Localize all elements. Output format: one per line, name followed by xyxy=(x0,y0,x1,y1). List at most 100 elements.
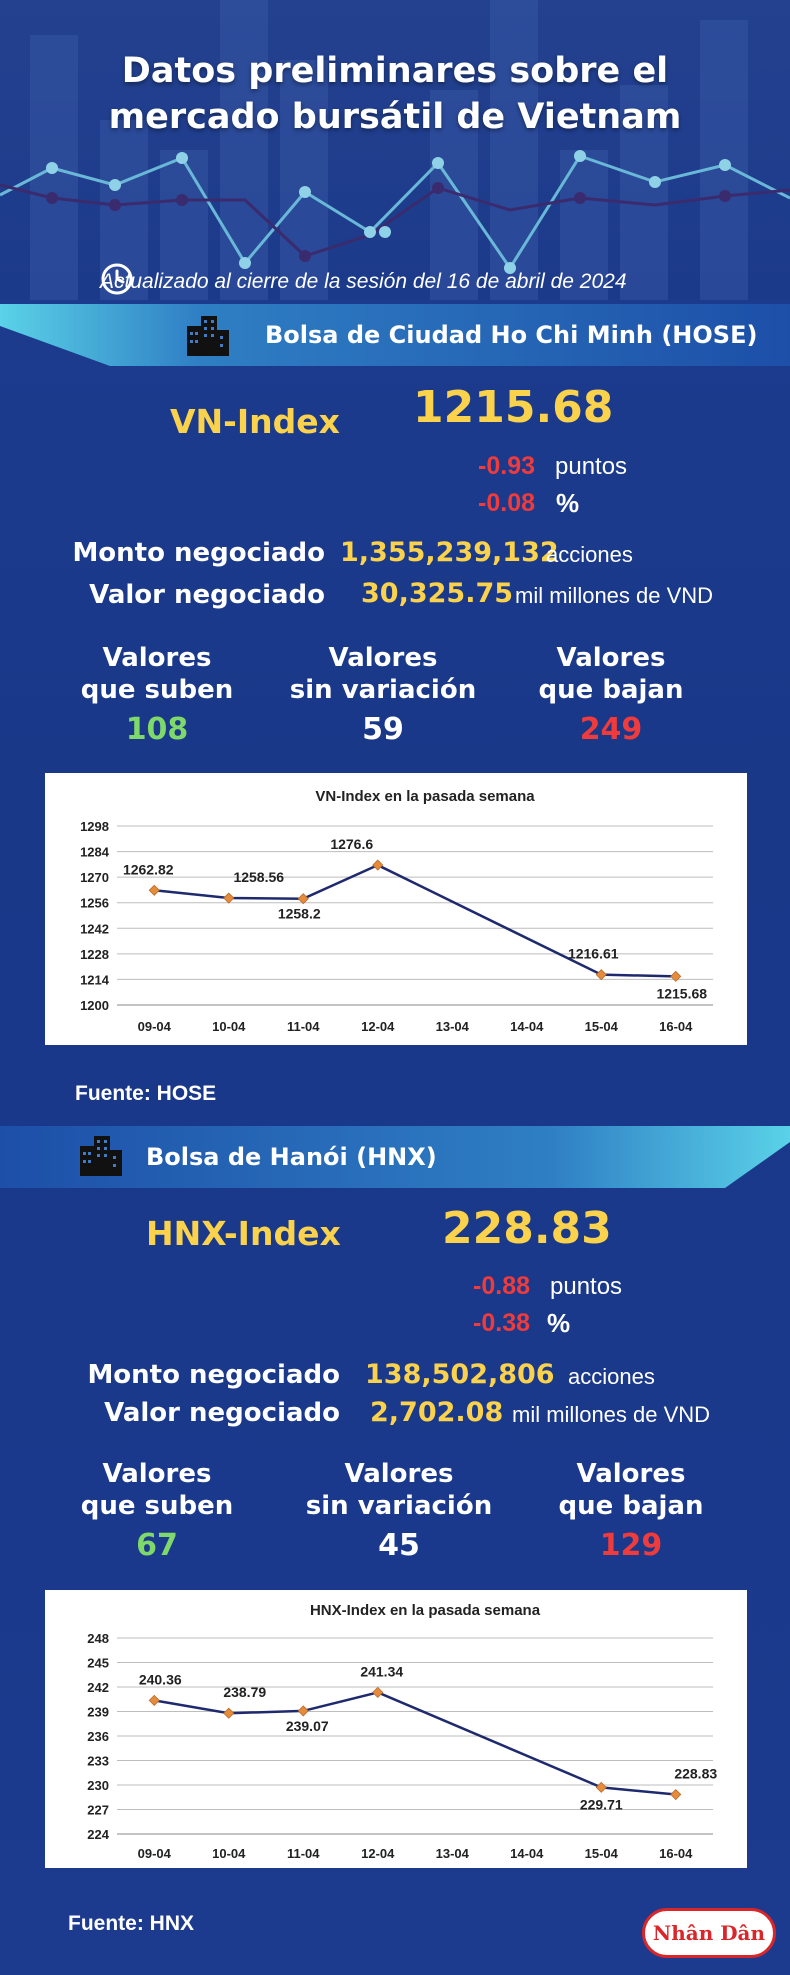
hnx-unchanged: Valores sin variación 45 xyxy=(284,1458,514,1562)
hose-unchanged-count: 59 xyxy=(362,712,404,747)
hnx-y-tick-label: 230 xyxy=(87,1778,109,1793)
hnx-volume-unit: acciones xyxy=(568,1364,655,1389)
hnx-y-tick-label: 239 xyxy=(87,1705,109,1720)
vn-points-unit: puntos xyxy=(555,453,628,480)
hnx-x-tick-label: 16-04 xyxy=(659,1846,693,1861)
hnx-advancers-count: 67 xyxy=(136,1528,178,1563)
vn-index-value: 1215.68 xyxy=(413,382,614,433)
hnx-banner-shape xyxy=(0,1126,790,1188)
vn-data-point xyxy=(223,892,235,904)
hnx-series-line xyxy=(154,1691,676,1796)
logo-text: Nhân Dân xyxy=(652,1921,766,1945)
vn-y-tick-label: 1256 xyxy=(80,896,109,911)
hnx-y-tick-label: 224 xyxy=(87,1827,109,1842)
vn-x-tick-label: 13-04 xyxy=(436,1019,470,1034)
hnx-percent-unit: % xyxy=(547,1308,571,1338)
hnx-index-chart-svg: HNX-Index en la pasada semana 248 245 242 23… xyxy=(87,1602,717,1861)
hnx-x-tick-label: 09-04 xyxy=(138,1846,172,1861)
hose-decliners-count: 249 xyxy=(579,712,643,747)
vn-data-label: 1276.6 xyxy=(330,836,373,852)
hnx-y-tick-label: 245 xyxy=(87,1656,109,1671)
hose-unchanged: Valores sin variación 59 xyxy=(268,642,498,746)
hnx-index-value: 228.83 xyxy=(442,1203,612,1254)
hnx-value-value: 2,702.08 xyxy=(370,1397,504,1428)
hnx-data-label: 239.07 xyxy=(286,1718,329,1734)
hose-banner-title: Bolsa de Ciudad Ho Chi Minh (HOSE) xyxy=(265,321,758,349)
hnx-data-point xyxy=(297,1705,309,1717)
hnx-x-tick-label: 13-04 xyxy=(436,1846,470,1861)
update-timestamp: Actualizado al cierre de la sesión del 1… xyxy=(100,262,750,300)
vn-x-tick-label: 11-04 xyxy=(287,1019,320,1034)
vn-y-tick-label: 1270 xyxy=(80,870,109,885)
hose-advancers-label-2: que suben xyxy=(80,675,234,705)
hnx-data-label: 241.34 xyxy=(360,1663,403,1679)
vn-data-label: 1215.68 xyxy=(656,985,707,1001)
hnx-x-tick-label: 10-04 xyxy=(212,1846,246,1861)
hero-background-graphic xyxy=(0,0,790,300)
hnx-data-point xyxy=(595,1781,607,1793)
hnx-advancers-label-1: Valores xyxy=(102,1459,212,1489)
vn-data-label: 1262.82 xyxy=(123,861,174,877)
hnx-data-label: 238.79 xyxy=(223,1684,266,1700)
hnx-data-label: 228.83 xyxy=(674,1766,717,1782)
title-line-1: Datos preliminares sobre el xyxy=(121,51,669,91)
hnx-decliners-count: 129 xyxy=(599,1528,663,1563)
vn-y-tick-label: 1228 xyxy=(80,947,109,962)
hose-decliners: Valores que bajan 249 xyxy=(496,642,726,746)
hnx-unchanged-label-1: Valores xyxy=(344,1459,454,1489)
hose-unchanged-label-1: Valores xyxy=(328,643,438,673)
hnx-points-unit: puntos xyxy=(550,1273,623,1300)
hose-unchanged-label-2: sin variación xyxy=(289,675,477,705)
hnx-index-change-percent: -0.38 xyxy=(473,1309,530,1337)
hnx-data-point xyxy=(670,1788,682,1801)
hose-source: Fuente: HOSE xyxy=(75,1082,217,1105)
hose-advancers-count: 108 xyxy=(125,712,189,747)
hnx-decliners-label-2: que bajan xyxy=(558,1491,704,1521)
hose-volume-unit: acciones xyxy=(546,542,633,567)
hnx-unchanged-label-2: sin variación xyxy=(305,1491,493,1521)
hnx-unchanged-count: 45 xyxy=(378,1528,420,1563)
hose-decliners-label-1: Valores xyxy=(556,643,666,673)
hose-volume-value: 1,355,239,132 xyxy=(340,537,559,568)
hnx-data-label: 240.36 xyxy=(139,1671,182,1687)
vn-series-line xyxy=(154,863,676,978)
hero-header: Datos preliminares sobre el mercado burs… xyxy=(0,0,790,300)
hnx-y-tick-label: 242 xyxy=(87,1680,109,1695)
vn-data-label: 1258.56 xyxy=(233,869,284,885)
vn-x-tick-label: 14-04 xyxy=(510,1019,544,1034)
hnx-x-tick-label: 15-04 xyxy=(585,1846,619,1861)
hose-volume-label: Monto negociado xyxy=(72,538,325,568)
vn-index-chart-svg: VN-Index en la pasada semana 1298 1284 1270… xyxy=(80,788,713,1034)
vn-data-label: 1258.2 xyxy=(278,906,321,922)
vn-y-tick-label: 1214 xyxy=(80,972,110,987)
hnx-volume-label: Monto negociado xyxy=(87,1360,340,1390)
hnx-y-tick-label: 227 xyxy=(87,1803,109,1818)
nhan-dan-logo: Nhân Dân xyxy=(642,1908,776,1958)
vn-data-point xyxy=(372,859,384,871)
hose-decliners-label-2: que bajan xyxy=(538,675,684,705)
hnx-data-point xyxy=(372,1686,384,1698)
hnx-decliners: Valores que bajan 129 xyxy=(516,1458,746,1562)
update-text: Actualizado al cierre de la sesión del 1… xyxy=(100,270,627,293)
hose-value-unit: mil millones de VND xyxy=(515,583,714,608)
hnx-advancers: Valores que suben 67 xyxy=(42,1458,272,1562)
hnx-data-label: 229.71 xyxy=(580,1796,623,1812)
vn-data-point xyxy=(670,970,682,982)
hnx-chart-title: HNX-Index en la pasada semana xyxy=(310,1602,541,1619)
hnx-y-tick-label: 233 xyxy=(87,1754,109,1769)
vn-data-label: 1216.61 xyxy=(568,946,619,962)
hnx-x-tick-label: 14-04 xyxy=(510,1846,544,1861)
vn-x-tick-label: 09-04 xyxy=(138,1019,172,1034)
vn-index-change-points: -0.93 xyxy=(478,452,535,480)
title-line-2: mercado bursátil de Vietnam xyxy=(108,97,682,137)
hnx-y-tick-label: 248 xyxy=(87,1631,109,1646)
hnx-value-unit: mil millones de VND xyxy=(512,1402,711,1427)
vn-y-tick-label: 1242 xyxy=(80,921,109,936)
hnx-index-change-points: -0.88 xyxy=(473,1272,530,1300)
hnx-x-tick-label: 12-04 xyxy=(361,1846,395,1861)
vn-y-tick-label: 1284 xyxy=(80,845,110,860)
vn-index-chart: VN-Index en la pasada semana 1298 1284 1270… xyxy=(45,773,747,1045)
hnx-x-tick-label: 11-04 xyxy=(287,1846,320,1861)
hose-banner: Bolsa de Ciudad Ho Chi Minh (HOSE) xyxy=(0,304,790,366)
